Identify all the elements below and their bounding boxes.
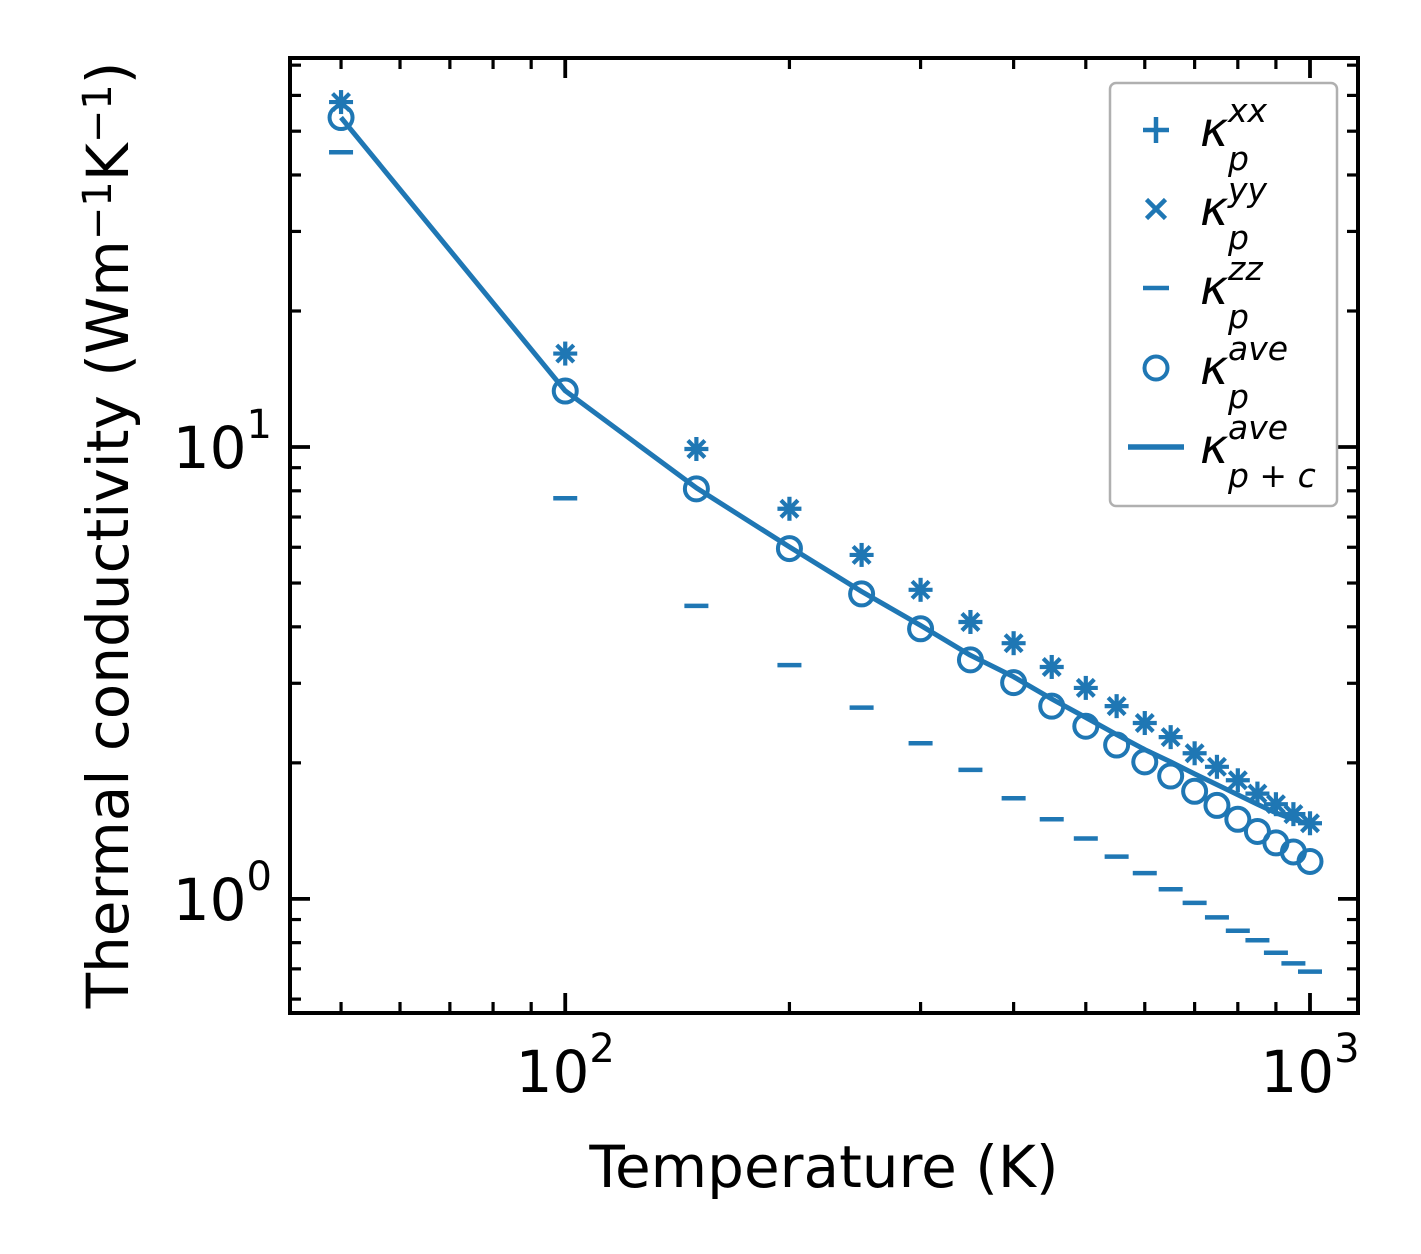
legend-entry-kappa_p_plus_c_ave: κ ave p + c xyxy=(1128,408,1316,495)
marker-x xyxy=(779,498,800,519)
y-tick-label: 101 xyxy=(173,402,272,482)
marker-circle xyxy=(848,580,876,608)
legend-label-superscript: yy xyxy=(1227,170,1268,209)
marker-x xyxy=(1184,743,1205,764)
x-tick-label: 103 xyxy=(1260,1026,1359,1106)
marker-circle xyxy=(682,475,710,503)
legend-label-superscript: ave xyxy=(1228,329,1288,368)
marker-x xyxy=(960,611,981,632)
y-axis-label: Thermal conductivity (Wm−1K−1) xyxy=(74,62,142,1010)
marker-circle xyxy=(1224,805,1252,833)
marker-circle xyxy=(1142,354,1170,382)
legend-label-kappa: κ xyxy=(1200,260,1229,316)
marker-x xyxy=(1227,770,1248,791)
data-series xyxy=(327,90,1324,974)
marker-x xyxy=(1160,727,1181,748)
marker-x xyxy=(851,544,872,565)
legend-entry-kappa_p_yy: κ yy p xyxy=(1144,170,1268,257)
legend-label-kappa: κ xyxy=(1200,102,1229,158)
legend-label-subscript: p xyxy=(1227,297,1249,336)
marker-circle xyxy=(775,535,803,563)
marker-x xyxy=(1134,713,1155,734)
marker-x xyxy=(1075,677,1096,698)
marker-x xyxy=(1003,633,1024,654)
marker-circle xyxy=(1296,847,1324,875)
marker-circle xyxy=(1203,791,1231,819)
marker-x xyxy=(686,439,707,459)
marker-x xyxy=(555,343,576,364)
x-tick-label: 102 xyxy=(516,1026,615,1106)
legend-label-subscript: p + c xyxy=(1227,456,1316,495)
legend-label-subscript: p xyxy=(1227,139,1249,178)
legend-entry-kappa_p_zz: κ zz p xyxy=(1143,249,1263,336)
x-axis-label: Temperature (K) xyxy=(588,1133,1058,1201)
legend-label-kappa: κ xyxy=(1200,181,1229,237)
legend-entry-kappa_p_ave: κ ave p xyxy=(1142,329,1288,416)
legend-box xyxy=(1108,81,1339,508)
legend-label-subscript: p xyxy=(1227,218,1249,257)
line-kappa-p-plus-c xyxy=(339,115,1311,827)
legend-label-kappa: κ xyxy=(1200,340,1229,396)
legend-label-superscript: ave xyxy=(1228,408,1288,447)
legend-label-subscript: p xyxy=(1227,377,1249,416)
marker-circle xyxy=(907,615,935,643)
legend-label-superscript: zz xyxy=(1227,249,1263,288)
legend-entry-kappa_p_xx: κ xx p xyxy=(1143,91,1268,178)
marker-x xyxy=(1106,696,1127,717)
marker-circle xyxy=(551,377,579,405)
tick-labels: 102 103 101 100 xyxy=(173,402,1360,1106)
series-kappa_p_ave xyxy=(327,104,1324,875)
series-kappa_p_plus_c_ave xyxy=(339,115,1311,827)
legend-label-kappa: κ xyxy=(1200,419,1229,475)
series-kappa_p_zz xyxy=(329,150,1322,974)
marker-x xyxy=(1206,756,1227,777)
plot-frame xyxy=(288,56,1360,1015)
marker-x xyxy=(910,579,931,600)
marker-x xyxy=(1041,656,1062,677)
marker-x xyxy=(1144,197,1168,221)
y-tick-label: 100 xyxy=(173,854,272,934)
marker-circle xyxy=(1181,777,1209,805)
legend-label-superscript: xx xyxy=(1227,91,1268,130)
marker-circle xyxy=(327,104,355,132)
